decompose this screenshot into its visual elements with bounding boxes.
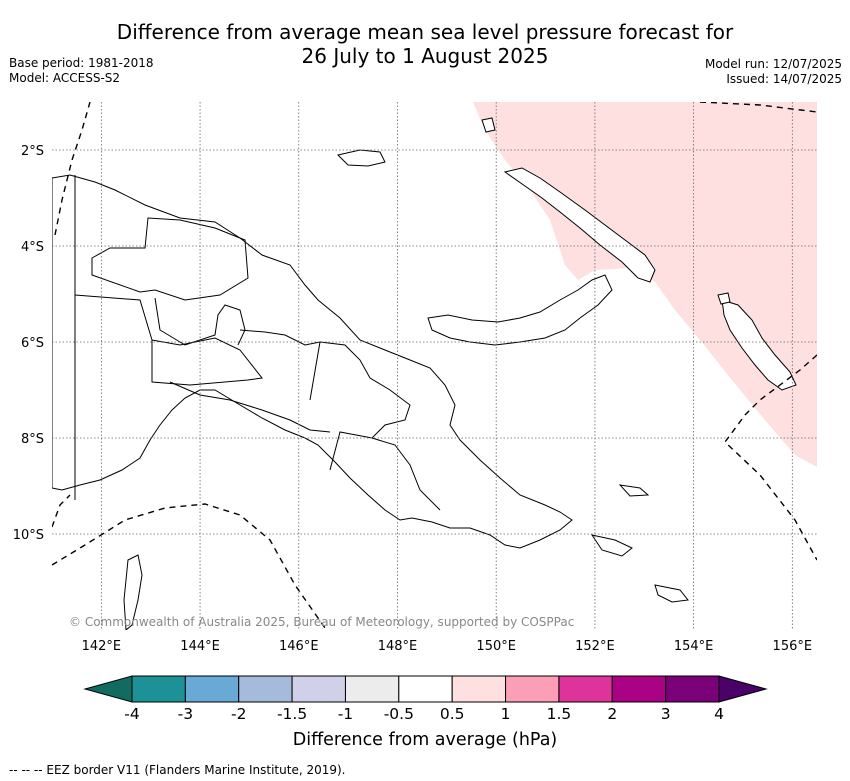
buka-island [717,292,731,305]
rossel-island [654,584,689,603]
lat-labels: 2°S 4°S 6°S 8°S 10°S [13,144,44,543]
woodlark-island [618,484,650,497]
colorbar-extend-high [718,675,768,703]
colorbar-tick-label: -0.5 [383,705,414,723]
border-western [74,294,153,341]
eez-border-south [52,503,326,629]
colorbar-title: Difference from average (hPa) [292,730,558,750]
colorbar-tick-label: -3 [177,705,194,723]
colorbar-segment [505,675,560,703]
colorbar-extend-low [83,675,133,703]
lon-tick-label: 152°E [575,639,615,654]
new-ireland-island [503,167,656,283]
eez-borders [52,102,817,629]
eez-legend-footer: -- -- -- EEZ border V11 (Flanders Marine… [9,763,346,777]
eez-border-northwest [54,102,91,236]
lon-tick-label: 156°E [773,639,813,654]
colorbar-segment [184,675,240,703]
model-name: Model: ACCESS-S2 [9,71,121,85]
eez-border-north [699,102,817,113]
meta-left: Base period: 1981-2018 Model: ACCESS-S2 [9,56,154,86]
province-borders [74,175,441,511]
colorbar-segment [398,675,453,703]
colorbar-tick-label: 1.5 [546,705,572,723]
lon-tick-label: 142°E [82,639,122,654]
colorbar-tick-label: 0.5 [439,705,465,723]
border-gulf [169,381,331,433]
coastlines [52,117,797,630]
lon-tick-label: 144°E [180,639,220,654]
map-title-line1: Difference from average mean sea level p… [116,20,734,44]
lat-tick-label: 10°S [13,528,44,543]
positive-anomaly-region [473,102,817,467]
border-sepik [91,217,249,301]
colorbar-segment [558,675,613,703]
bougainville-island [721,299,797,391]
colorbar-segment [665,675,720,703]
new-guinea-mainland [52,174,573,549]
colorbar-segment [451,675,507,703]
model-run: Model run: 12/07/2025 [704,57,842,71]
lon-tick-label: 154°E [674,639,714,654]
colorbar-tick-label: -1.5 [276,705,308,723]
colorbar-segment [131,675,186,703]
map-area [52,102,817,630]
lat-tick-label: 8°S [21,432,44,447]
border-simbu [239,329,321,401]
colorbar-tick-label: 4 [714,705,724,723]
colorbar [83,675,768,703]
border-enga [154,297,246,346]
lat-tick-label: 2°S [21,144,44,159]
colorbar-segment [344,675,400,703]
ferguson-island [590,534,633,557]
lon-tick-label: 146°E [279,639,319,654]
gridlines [52,102,817,630]
colorbar-segment [611,675,667,703]
colorbar-tick-label: 3 [660,705,671,723]
copyright-notice: © Commonwealth of Australia 2025, Bureau… [69,615,574,629]
colorbar-segment [291,675,346,703]
colorbar-segment [238,675,293,703]
issued-date: Issued: 14/07/2025 [726,72,842,86]
colorbar-tick-label: 2 [607,705,618,723]
lat-tick-label: 4°S [21,240,44,255]
colorbar-tick-label: 1 [500,705,511,723]
border-morobe [319,341,411,471]
lon-tick-label: 148°E [378,639,418,654]
lon-labels: 142°E 144°E 146°E 148°E 150°E 152°E 154°E 156°E [82,639,812,654]
lat-tick-label: 6°S [21,336,44,351]
colorbar-tick-label: -2 [230,705,247,723]
eez-border-west [52,494,71,528]
colorbar-tick-label: -4 [124,705,140,723]
meta-right: Model run: 12/07/2025 Issued: 14/07/2025 [705,57,842,87]
mussau-island [481,117,496,133]
new-britain-island [427,274,613,346]
map-title-line2: 26 July to 1 August 2025 [301,44,549,68]
eez-border-east [724,354,817,561]
cape-york-peninsula [123,554,143,630]
lon-tick-label: 150°E [476,639,516,654]
base-period: Base period: 1981-2018 [9,56,154,70]
colorbar-tick-label: -1 [337,705,354,723]
border-oro [371,437,441,511]
manus-islands [337,149,386,167]
